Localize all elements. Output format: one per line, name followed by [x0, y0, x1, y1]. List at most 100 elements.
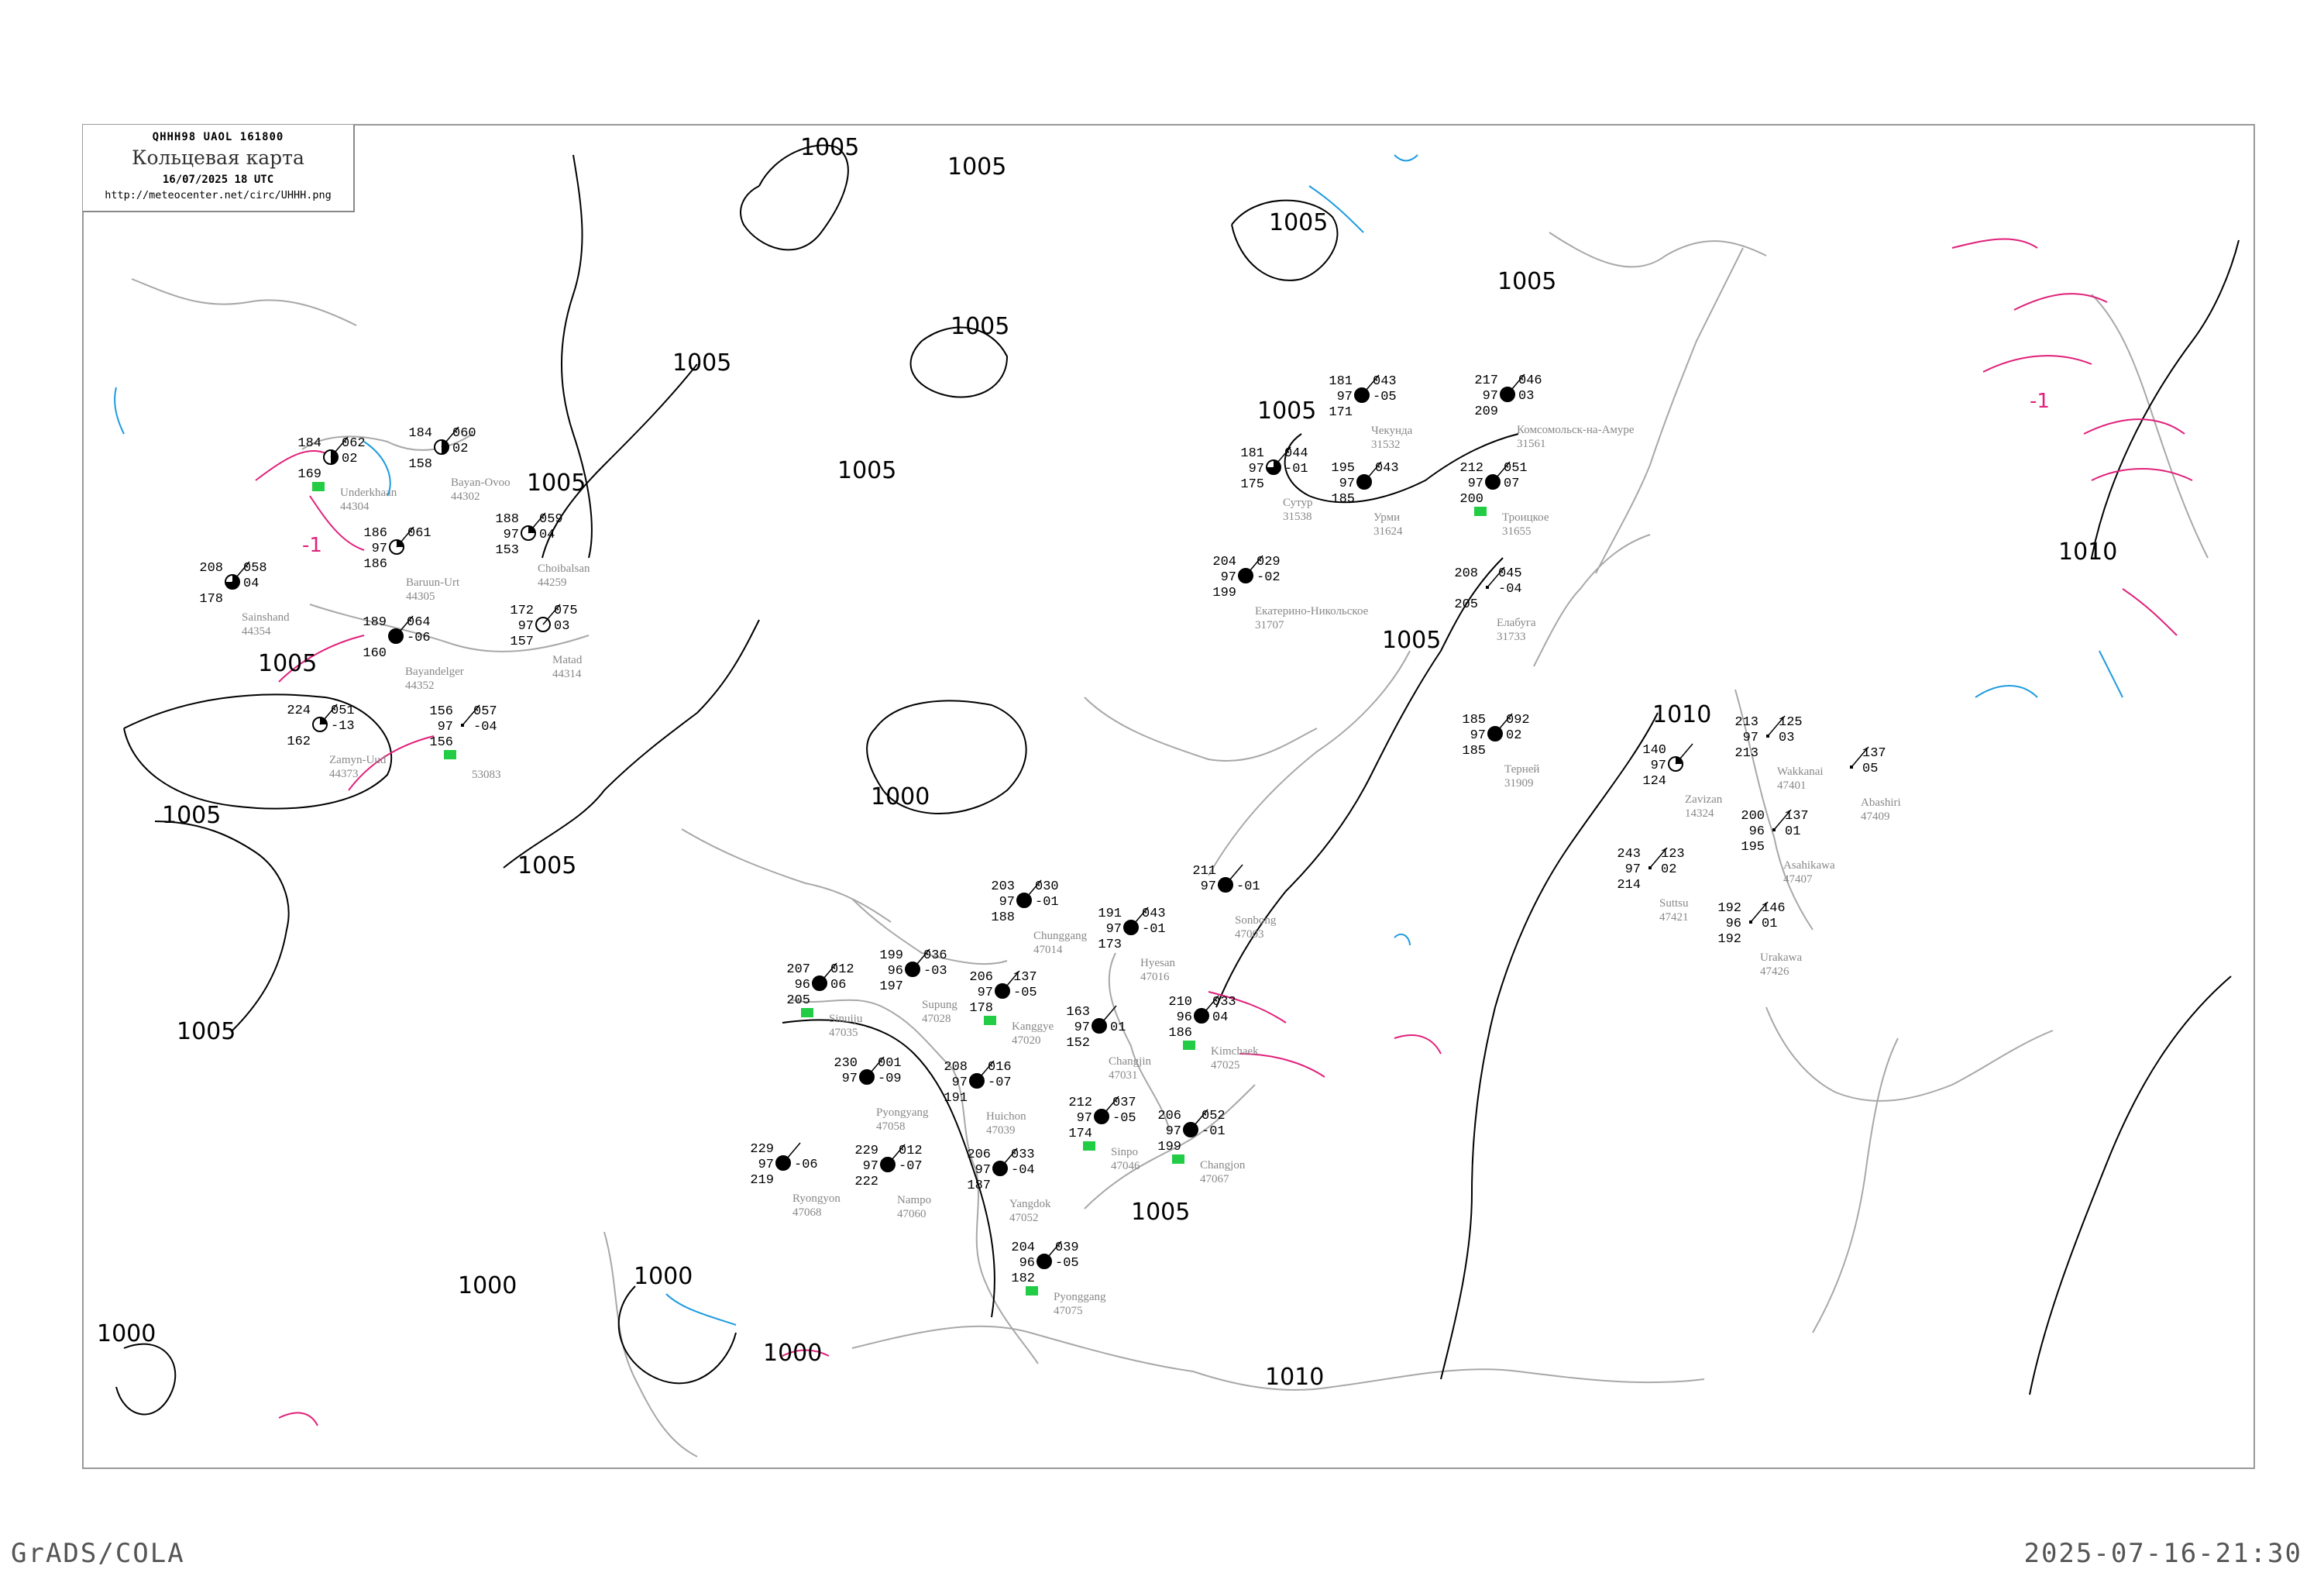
- station-name: Changjon: [1200, 1159, 1246, 1172]
- temperature: 211: [1192, 864, 1216, 879]
- coastlines: [131, 232, 2209, 1457]
- visibility: 97: [1743, 731, 1758, 745]
- wind-barb-icon: [1201, 995, 1219, 1017]
- pressure-tendency: 07: [1504, 477, 1519, 491]
- pressure-tendency: 01: [1785, 824, 1800, 839]
- station-plot[interactable]: 208 205 045-04 Елабуга 31733: [1454, 566, 1536, 643]
- station-id: 31655: [1502, 525, 1532, 538]
- temperature: 186: [363, 526, 387, 541]
- station-id: 44304: [340, 501, 370, 513]
- dew-point: 185: [1331, 492, 1355, 507]
- pressure-tendency: -01: [1236, 879, 1260, 894]
- station-name: Supung: [922, 999, 957, 1011]
- pressure-tendency: 02: [342, 452, 357, 466]
- wind-barb-icon: [1245, 555, 1263, 576]
- isobar-label: 1000: [458, 1272, 517, 1299]
- isobar-label: 1000: [97, 1320, 156, 1347]
- station-id: 47025: [1211, 1059, 1240, 1072]
- temperature: 204: [1011, 1240, 1035, 1255]
- pressure-tendency: 02: [1661, 862, 1676, 877]
- dew-point: 213: [1734, 746, 1758, 761]
- pressure-tendency: -05: [1013, 986, 1037, 1000]
- pressure: 125: [1779, 715, 1803, 730]
- station-plot[interactable]: 189 160 064-06 Bayandelger 44352: [363, 615, 463, 692]
- visibility: 97: [504, 528, 519, 542]
- dew-point: 175: [1240, 477, 1264, 492]
- pressure-tendency: -05: [1373, 390, 1397, 404]
- wind-barb-icon: [1507, 373, 1525, 395]
- pressure: 061: [407, 526, 431, 541]
- pressure-tendency: 05: [1862, 762, 1878, 776]
- station-name: Чекунда: [1371, 425, 1413, 437]
- wind-barb-icon: [1494, 713, 1513, 735]
- source-url[interactable]: http://meteocenter.net/circ/UHHH.png: [105, 189, 332, 201]
- station-plot[interactable]: 224 162 051-13 Zamyn-Uud 44373: [287, 704, 386, 780]
- station-name: Sonbong: [1235, 914, 1277, 927]
- pressure-tendency: 02: [452, 442, 468, 456]
- dew-point: 156: [429, 735, 453, 750]
- station-id: 47052: [1009, 1212, 1039, 1224]
- dew-point: 187: [967, 1178, 991, 1193]
- visibility: 96: [1749, 824, 1765, 839]
- station-id: 47401: [1777, 779, 1807, 792]
- wind-barb-icon: [1002, 970, 1020, 992]
- station-id: 47003: [1235, 928, 1264, 941]
- isobar-label: 1010: [1652, 701, 1711, 728]
- temperature: 206: [967, 1148, 991, 1162]
- pressure-tendency: -07: [988, 1075, 1012, 1090]
- station-id: 44305: [406, 590, 435, 603]
- station-id: 47046: [1111, 1160, 1140, 1172]
- pressure-tendency: 03: [1518, 389, 1534, 404]
- wind-barb-icon: [396, 526, 414, 548]
- station-name: Kanggye: [1012, 1020, 1054, 1033]
- station-name: Abashiri: [1861, 797, 1901, 809]
- pressure: 046: [1518, 373, 1542, 388]
- station-id: 31561: [1517, 438, 1546, 450]
- pressure-tendency: -05: [1055, 1256, 1079, 1271]
- station-id: 44314: [552, 668, 582, 680]
- isobar-label: 1005: [1257, 397, 1316, 425]
- station-name: Sinpo: [1111, 1146, 1138, 1158]
- dew-point: 200: [1459, 492, 1483, 507]
- dew-point: 173: [1098, 938, 1122, 952]
- wind-barb-icon: [232, 561, 250, 583]
- pressure-tendency: -13: [331, 719, 355, 734]
- isobar-label: 1005: [947, 153, 1006, 181]
